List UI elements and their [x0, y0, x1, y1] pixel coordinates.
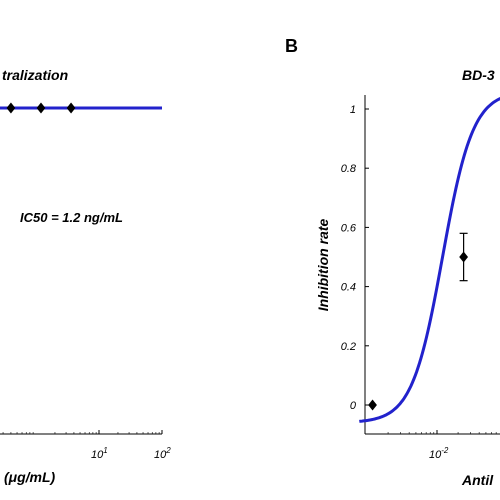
panel-b-y-tick-label: 0.8: [341, 163, 357, 175]
panel-b-data-point: [368, 399, 377, 411]
panel-b-y-tick-label: 0.2: [341, 341, 356, 353]
panel-a-points-layer: [6, 102, 76, 114]
panel-a-x-tick-2-label: 102: [154, 446, 171, 461]
panel-b-y-tick-label: 0.4: [341, 282, 356, 294]
panel-b-fit-curve: [359, 96, 500, 423]
panel-b-x-ticks: 10-2: [387, 430, 497, 461]
panel-a: tralization IC50 = 1.2 ng/mL 101 102 (μg/…: [0, 67, 171, 485]
panel-b-curve-layer: [359, 96, 500, 423]
panel-b-label: B: [285, 36, 298, 56]
panel-b: B BD-3 0 0.2 0.4 0.6 0.8 1 10-2 Inhibition ra…: [285, 36, 500, 488]
panel-b-y-tick-label: 1: [350, 104, 356, 116]
panel-a-x-ticks: 101 102: [2, 430, 171, 461]
panel-a-title: tralization: [2, 67, 68, 83]
panel-a-data-point: [66, 102, 76, 114]
panel-b-x-tick--2-label: 10-2: [429, 446, 449, 461]
panel-b-points-layer: [368, 232, 469, 411]
ic50-annotation: IC50 = 1.2 ng/mL: [20, 210, 123, 225]
panel-b-y-axis-label: Inhibition rate: [315, 219, 331, 312]
panel-a-data-point: [36, 102, 46, 114]
panel-b-data-point: [459, 251, 469, 263]
panel-a-x-axis-label: (μg/mL): [4, 469, 56, 485]
panel-b-x-axis-label: Antil: [461, 472, 494, 488]
panel-b-title: BD-3: [462, 67, 495, 83]
panel-a-data-point: [6, 102, 16, 114]
panel-b-y-tick-label: 0: [350, 400, 357, 412]
panel-a-x-tick-1-label: 101: [91, 446, 108, 461]
panel-b-y-tick-label: 0.6: [341, 222, 357, 234]
panel-b-y-ticks: 0 0.2 0.4 0.6 0.8 1: [341, 104, 369, 412]
